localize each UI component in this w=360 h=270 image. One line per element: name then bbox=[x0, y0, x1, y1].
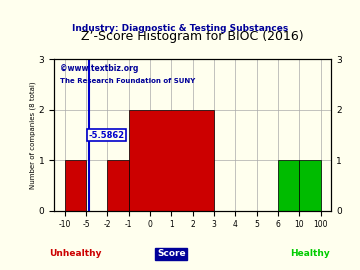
Bar bbox=[107, 160, 129, 211]
Text: ©www.textbiz.org: ©www.textbiz.org bbox=[59, 64, 138, 73]
Text: Score: Score bbox=[157, 249, 186, 258]
Bar bbox=[299, 160, 320, 211]
Text: Healthy: Healthy bbox=[290, 249, 330, 258]
Bar bbox=[65, 160, 86, 211]
Bar bbox=[278, 160, 299, 211]
Text: The Research Foundation of SUNY: The Research Foundation of SUNY bbox=[59, 77, 195, 83]
Bar bbox=[129, 110, 214, 211]
Text: Industry: Diagnostic & Testing Substances: Industry: Diagnostic & Testing Substance… bbox=[72, 24, 288, 33]
Text: Unhealthy: Unhealthy bbox=[49, 249, 102, 258]
Text: -5.5862: -5.5862 bbox=[89, 130, 125, 140]
Title: Z’-Score Histogram for BIOC (2016): Z’-Score Histogram for BIOC (2016) bbox=[81, 30, 304, 43]
Y-axis label: Number of companies (8 total): Number of companies (8 total) bbox=[29, 81, 36, 189]
